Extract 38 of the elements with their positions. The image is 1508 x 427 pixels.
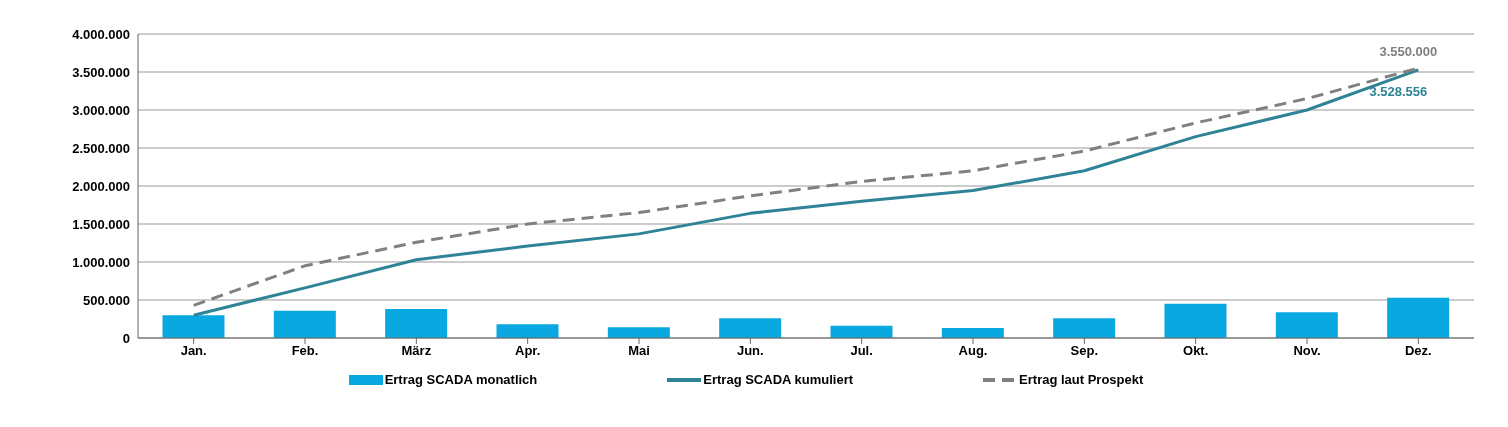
x-tick-label: Feb.	[291, 343, 319, 359]
y-tick-label: 1.000.000	[72, 254, 130, 270]
legend-label: Ertrag SCADA kumuliert	[703, 372, 854, 387]
bar	[273, 310, 336, 338]
y-tick-label: 2.000.000	[72, 178, 130, 194]
y-tick-label: 4.000.000	[72, 26, 130, 42]
y-tick-label: 1.500.000	[72, 216, 130, 232]
legend-label: Ertrag SCADA monatlich	[384, 372, 538, 387]
bar	[1164, 303, 1227, 338]
x-tick-label: Sep.	[1070, 343, 1099, 359]
bar	[1053, 318, 1116, 338]
x-tick-label: Nov.	[1293, 343, 1321, 359]
x-tick-label: Okt.	[1183, 343, 1209, 359]
legend-label: Ertrag laut Prospekt	[1019, 372, 1144, 387]
x-tick-label: Jan.	[180, 343, 207, 359]
data-label: 3.550.000	[1379, 44, 1438, 60]
bar	[385, 309, 448, 338]
y-tick-label: 2.500.000	[72, 140, 130, 156]
bar	[607, 327, 670, 338]
x-tick-label: Mai	[628, 343, 650, 359]
x-tick-label: Jul.	[850, 343, 873, 359]
x-tick-label: März	[401, 343, 432, 359]
y-tick-label: 3.500.000	[72, 64, 130, 80]
data-label: 3.528.556	[1369, 83, 1428, 99]
bar	[1387, 297, 1450, 338]
bar	[941, 328, 1004, 338]
x-tick-label: Dez.	[1404, 343, 1432, 359]
bar	[1275, 312, 1338, 338]
bar	[830, 325, 893, 338]
x-tick-label: Aug.	[958, 343, 988, 359]
x-tick-label: Jun.	[736, 343, 764, 359]
bar	[496, 324, 559, 338]
y-tick-label: 500.000	[83, 292, 130, 308]
y-tick-label: 0	[122, 330, 130, 346]
x-tick-label: Apr.	[515, 343, 541, 359]
bar	[162, 315, 225, 338]
bar	[719, 318, 782, 338]
y-tick-label: 3.000.000	[72, 102, 130, 118]
